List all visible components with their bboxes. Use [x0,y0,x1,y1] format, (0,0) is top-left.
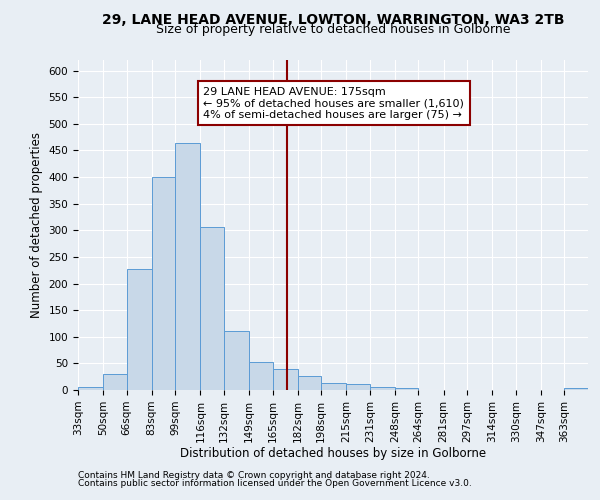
Bar [224,332,249,390]
Text: Contains public sector information licensed under the Open Government Licence v3: Contains public sector information licen… [78,478,472,488]
Bar [370,388,395,390]
Bar [321,382,346,390]
Text: 29, LANE HEAD AVENUE, LOWTON, WARRINGTON, WA3 2TB: 29, LANE HEAD AVENUE, LOWTON, WARRINGTON… [102,12,564,26]
Bar [103,374,127,390]
Y-axis label: Number of detached properties: Number of detached properties [30,132,43,318]
Bar [200,226,224,390]
Bar [346,384,370,390]
Bar [152,177,175,390]
Text: Size of property relative to detached houses in Golborne: Size of property relative to detached ho… [156,22,510,36]
Text: 29 LANE HEAD AVENUE: 175sqm
← 95% of detached houses are smaller (1,610)
4% of s: 29 LANE HEAD AVENUE: 175sqm ← 95% of det… [203,86,464,120]
Bar [565,388,588,390]
Bar [249,362,272,390]
Bar [298,376,321,390]
Bar [272,368,298,390]
Bar [395,388,418,390]
Bar [175,142,200,390]
X-axis label: Distribution of detached houses by size in Golborne: Distribution of detached houses by size … [180,448,486,460]
Text: Contains HM Land Registry data © Crown copyright and database right 2024.: Contains HM Land Registry data © Crown c… [78,471,430,480]
Bar [127,268,152,390]
Bar [78,388,103,390]
